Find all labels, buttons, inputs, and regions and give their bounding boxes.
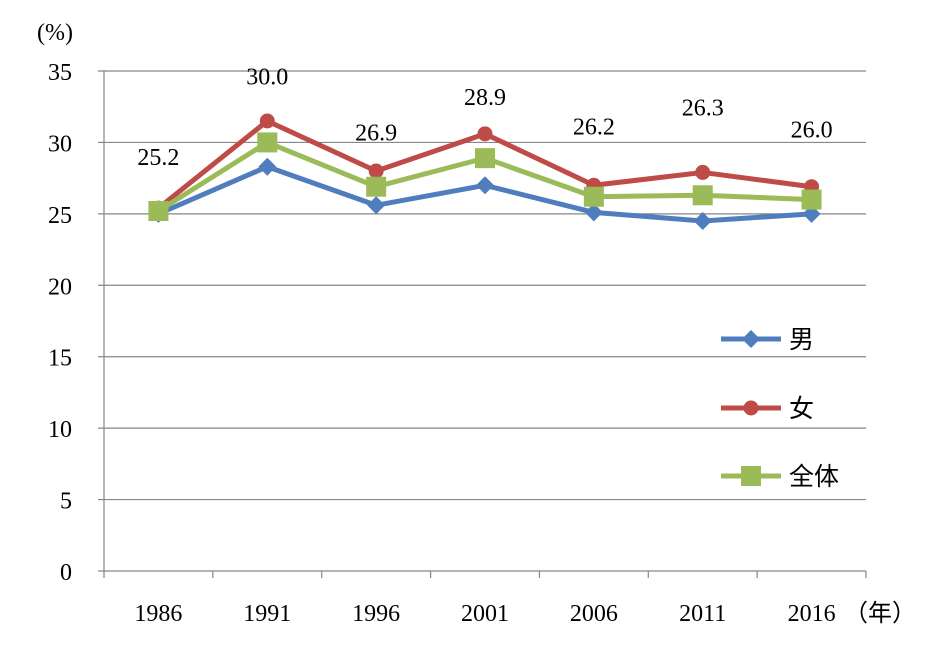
data-label-2016: 26.0	[791, 118, 833, 144]
y-tick-label-10: 10	[48, 417, 72, 443]
y-tick-label-0: 0	[60, 560, 72, 586]
grid-lines	[104, 70, 866, 501]
legend-item-total: 全体	[721, 462, 839, 491]
x-tick-label-1996: 1996	[352, 601, 400, 627]
point-total-2011	[692, 185, 713, 206]
legend-marker-female	[743, 400, 759, 416]
point-male-2006	[584, 203, 603, 222]
point-female-1996	[368, 163, 384, 179]
x-tick-label-1986: 1986	[134, 601, 182, 627]
point-male-1996	[367, 196, 386, 215]
point-male-1991	[258, 157, 277, 176]
tick-labels: 0 5 10 15 20 25 30 35 1986 1991 1996 2001 2006 2011 20…	[48, 60, 836, 627]
point-female-1991	[259, 113, 275, 129]
x-tick-label-2001: 2001	[461, 601, 509, 627]
x-tick-label-2016: 2016	[788, 601, 836, 627]
legend-item-male: 男	[721, 325, 814, 354]
y-tick-label-35: 35	[48, 60, 72, 86]
point-male-2011	[693, 212, 712, 230]
data-label-1996: 26.9	[355, 121, 397, 147]
axes	[98, 70, 867, 578]
y-tick-label-20: 20	[48, 274, 72, 300]
legend-label-male: 男	[789, 325, 814, 354]
legend-marker-total	[741, 466, 761, 486]
y-axis-unit-label: (%)	[37, 20, 73, 46]
data-label-2001: 28.9	[464, 85, 506, 111]
legend-marker-male	[742, 330, 760, 348]
legend-label-total: 全体	[789, 462, 839, 491]
x-axis-unit-label: （年）	[844, 599, 916, 627]
y-tick-label-5: 5	[60, 489, 72, 515]
y-tick-label-25: 25	[48, 203, 72, 229]
data-label-1991: 30.0	[246, 64, 288, 90]
legend-label-female: 女	[789, 394, 814, 423]
series-layer	[148, 113, 822, 230]
point-male-2001	[476, 176, 494, 195]
legend-item-female: 女	[721, 394, 814, 423]
point-total-1996	[366, 176, 387, 197]
x-tick-label-2006: 2006	[570, 601, 618, 627]
x-tick-label-2011: 2011	[679, 601, 726, 627]
x-tick-label-1991: 1991	[243, 601, 291, 627]
point-total-2006	[583, 186, 604, 207]
data-labels: 25.2 30.0 26.9 28.9 26.2 26.3 26.0	[137, 64, 832, 171]
point-total-1991	[257, 132, 278, 153]
data-label-2006: 26.2	[573, 115, 615, 141]
point-female-2001	[477, 126, 493, 142]
y-tick-label-30: 30	[48, 131, 72, 157]
point-total-2016	[801, 189, 822, 210]
series-total	[148, 132, 822, 221]
point-total-2001	[475, 148, 495, 169]
data-label-1986: 25.2	[137, 145, 179, 171]
point-total-1986	[148, 201, 169, 221]
point-female-2011	[695, 164, 711, 180]
y-tick-label-15: 15	[48, 346, 72, 372]
data-label-2011: 26.3	[682, 95, 724, 121]
